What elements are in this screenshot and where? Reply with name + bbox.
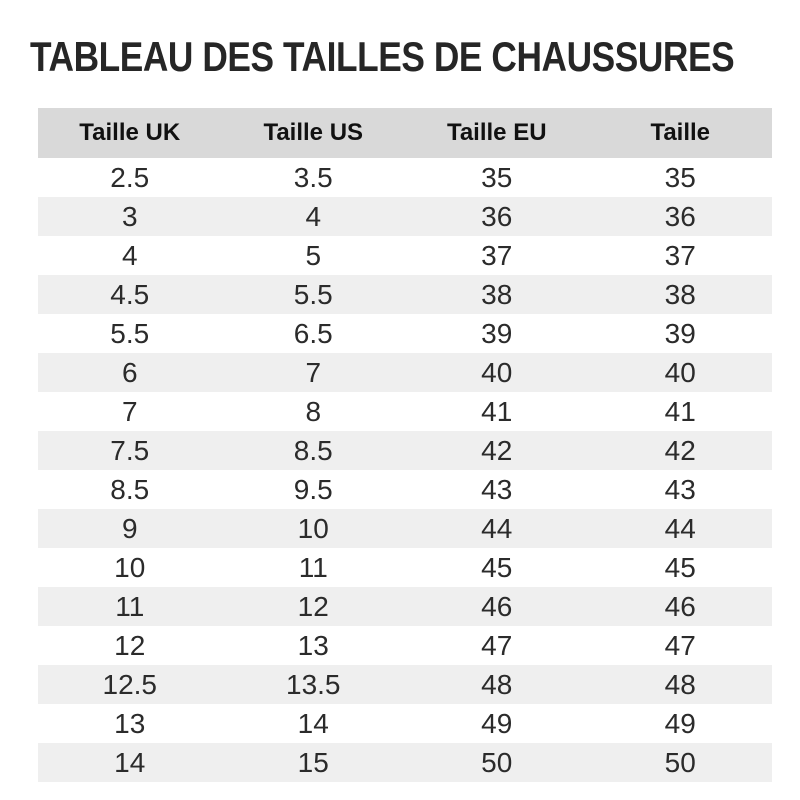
- table-cell: 10: [297, 512, 329, 544]
- table-cell: 12: [297, 590, 329, 622]
- table-cell: 38: [481, 278, 513, 310]
- table-cell: 47: [481, 629, 513, 661]
- table-cell: 42: [664, 434, 696, 466]
- table-cell: 9.5: [293, 473, 333, 505]
- table-row: 7 8 41 41: [38, 392, 772, 431]
- table-cell: 37: [664, 239, 696, 271]
- table-cell: 10: [114, 551, 146, 583]
- table-row: 2.5 3.5 35 35: [38, 158, 772, 197]
- table-cell: 8.5: [110, 473, 150, 505]
- table-cell: 46: [664, 590, 696, 622]
- table-cell: 8: [305, 395, 322, 427]
- table-row: 8.5 9.5 43 43: [38, 470, 772, 509]
- table-row: 4 5 37 37: [38, 236, 772, 275]
- table-cell: 43: [481, 473, 513, 505]
- table-row: 10 11 45 45: [38, 548, 772, 587]
- table-cell: 49: [664, 707, 696, 739]
- table-cell: 41: [664, 395, 696, 427]
- table-cell: 48: [481, 668, 513, 700]
- table-cell: 5: [305, 239, 322, 271]
- table-cell: 5.5: [293, 278, 333, 310]
- table-row: 6 7 40 40: [38, 353, 772, 392]
- table-cell: 40: [664, 356, 696, 388]
- table-cell: 3.5: [293, 161, 333, 193]
- table-row: 7.5 8.5 42 42: [38, 431, 772, 470]
- table-cell: 9: [121, 512, 138, 544]
- table-row: 13 14 49 49: [38, 704, 772, 743]
- table-cell: 42: [481, 434, 513, 466]
- table-cell: 46: [481, 590, 513, 622]
- table-cell: 36: [481, 200, 513, 232]
- table-cell: 4.5: [110, 278, 150, 310]
- table-cell: 44: [664, 512, 696, 544]
- table-cell: 12.5: [102, 668, 158, 700]
- table-cell: 35: [664, 161, 696, 193]
- page-title: TABLEAU DES TAILLES DE CHAUSSURES: [30, 33, 735, 80]
- table-row: 3 4 36 36: [38, 197, 772, 236]
- size-conversion-table: Taille UK Taille US Taille EU Taille 2.5 3.5…: [38, 108, 772, 782]
- table-cell: 50: [664, 746, 696, 778]
- table-cell: 14: [297, 707, 329, 739]
- size-table-body: 2.5 3.5 35 35 3 4 36 36 4 5 37 37 4.5 5.5 38 38 5.5 6.5 39…: [38, 158, 772, 782]
- table-cell: 40: [481, 356, 513, 388]
- table-cell: 8.5: [293, 434, 333, 466]
- table-cell: 7: [121, 395, 138, 427]
- table-cell: 4: [305, 200, 322, 232]
- table-cell: 37: [481, 239, 513, 271]
- table-cell: 11: [115, 590, 145, 622]
- table-row: 4.5 5.5 38 38: [38, 275, 772, 314]
- table-cell: 3: [121, 200, 138, 232]
- table-cell: 45: [481, 551, 513, 583]
- table-cell: 4: [121, 239, 138, 271]
- table-cell: 2.5: [110, 161, 150, 193]
- table-cell: 6: [121, 356, 138, 388]
- table-cell: 13.5: [286, 668, 341, 700]
- column-header: Taille UK: [38, 108, 222, 158]
- column-header: Taille US: [221, 108, 405, 158]
- table-cell: 41: [481, 395, 513, 427]
- table-cell: 14: [114, 746, 146, 778]
- table-row: 12.5 13.5 48 48: [38, 665, 772, 704]
- table-cell: 35: [481, 161, 513, 193]
- table-cell: 39: [481, 317, 513, 349]
- header-row: Taille UK Taille US Taille EU Taille: [38, 108, 772, 158]
- column-header: Taille: [588, 108, 772, 158]
- table-cell: 38: [664, 278, 696, 310]
- table-cell: 13: [297, 629, 329, 661]
- column-header: Taille EU: [405, 108, 589, 158]
- table-cell: 44: [481, 512, 513, 544]
- table-cell: 11: [298, 551, 328, 583]
- table-cell: 47: [664, 629, 696, 661]
- table-cell: 7: [305, 356, 322, 388]
- table-cell: 48: [664, 668, 696, 700]
- table-row: 5.5 6.5 39 39: [38, 314, 772, 353]
- table-cell: 12: [114, 629, 146, 661]
- table-row: 9 10 44 44: [38, 509, 772, 548]
- table-cell: 49: [481, 707, 513, 739]
- table-cell: 5.5: [110, 317, 150, 349]
- table-cell: 13: [114, 707, 146, 739]
- size-table-header: Taille UK Taille US Taille EU Taille: [38, 108, 772, 158]
- table-cell: 39: [664, 317, 696, 349]
- table-row: 11 12 46 46: [38, 587, 772, 626]
- table-cell: 45: [664, 551, 696, 583]
- table-cell: 15: [297, 746, 329, 778]
- table-cell: 36: [664, 200, 696, 232]
- table-cell: 50: [481, 746, 513, 778]
- table-cell: 6.5: [293, 317, 333, 349]
- table-row: 12 13 47 47: [38, 626, 772, 665]
- table-cell: 43: [664, 473, 696, 505]
- table-cell: 7.5: [110, 434, 150, 466]
- table-row: 14 15 50 50: [38, 743, 772, 782]
